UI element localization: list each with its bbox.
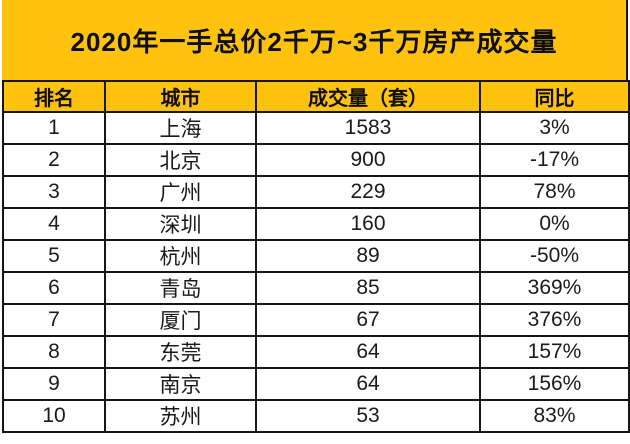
yoy-cell: 157% bbox=[479, 335, 630, 369]
volume-cell: 64 bbox=[255, 367, 481, 401]
yoy-cell: -50% bbox=[479, 239, 630, 273]
rank-cell: 7 bbox=[2, 303, 106, 337]
city-cell: 广州 bbox=[104, 175, 257, 209]
yoy-cell: 376% bbox=[479, 303, 630, 337]
yoy-cell: 0% bbox=[479, 207, 630, 241]
table-row: 8 东莞 64 157% bbox=[2, 335, 630, 369]
table-row: 5 杭州 89 -50% bbox=[2, 239, 630, 273]
city-cell: 深圳 bbox=[104, 207, 257, 241]
rank-cell: 2 bbox=[2, 143, 106, 177]
yoy-cell: 156% bbox=[479, 367, 630, 401]
rank-cell: 3 bbox=[2, 175, 106, 209]
city-cell: 北京 bbox=[104, 143, 257, 177]
header-cell-rank: 排名 bbox=[2, 80, 106, 113]
rank-cell: 8 bbox=[2, 335, 106, 369]
volume-cell: 85 bbox=[255, 271, 481, 305]
city-cell: 南京 bbox=[104, 367, 257, 401]
header-cell-city: 城市 bbox=[104, 80, 257, 113]
table-row: 7 厦门 67 376% bbox=[2, 303, 630, 337]
city-cell: 杭州 bbox=[104, 239, 257, 273]
volume-cell: 160 bbox=[255, 207, 481, 241]
rank-cell: 9 bbox=[2, 367, 106, 401]
city-cell: 东莞 bbox=[104, 335, 257, 369]
volume-cell: 67 bbox=[255, 303, 481, 337]
yoy-cell: 78% bbox=[479, 175, 630, 209]
yoy-cell: 369% bbox=[479, 271, 630, 305]
table-row: 9 南京 64 156% bbox=[2, 367, 630, 401]
table-body: 1 上海 1583 3% 2 北京 900 -17% 3 广州 229 78% … bbox=[2, 111, 630, 433]
rank-cell: 6 bbox=[2, 271, 106, 305]
city-cell: 青岛 bbox=[104, 271, 257, 305]
table-row: 3 广州 229 78% bbox=[2, 175, 630, 209]
volume-cell: 53 bbox=[255, 399, 481, 433]
rank-cell: 5 bbox=[2, 239, 106, 273]
rank-cell: 10 bbox=[2, 399, 106, 433]
volume-cell: 64 bbox=[255, 335, 481, 369]
rank-cell: 1 bbox=[2, 111, 106, 145]
table-header-row: 排名 城市 成交量（套） 同比 bbox=[2, 80, 630, 113]
city-cell: 上海 bbox=[104, 111, 257, 145]
rank-cell: 4 bbox=[2, 207, 106, 241]
table-row: 2 北京 900 -17% bbox=[2, 143, 630, 177]
city-cell: 苏州 bbox=[104, 399, 257, 433]
title-banner: 2020年一手总价2千万~3千万房产成交量 bbox=[2, 0, 628, 80]
volume-cell: 229 bbox=[255, 175, 481, 209]
table-row: 10 苏州 53 83% bbox=[2, 399, 630, 433]
table-row: 6 青岛 85 369% bbox=[2, 271, 630, 305]
volume-cell: 1583 bbox=[255, 111, 481, 145]
header-cell-yoy: 同比 bbox=[479, 80, 630, 113]
header-cell-volume: 成交量（套） bbox=[255, 80, 481, 113]
sales-table: 排名 城市 成交量（套） 同比 1 上海 1583 3% 2 北京 900 -1… bbox=[2, 80, 630, 433]
table-row: 4 深圳 160 0% bbox=[2, 207, 630, 241]
yoy-cell: -17% bbox=[479, 143, 630, 177]
page-title: 2020年一手总价2千万~3千万房产成交量 bbox=[70, 26, 558, 57]
table-row: 1 上海 1583 3% bbox=[2, 111, 630, 145]
yoy-cell: 3% bbox=[479, 111, 630, 145]
city-cell: 厦门 bbox=[104, 303, 257, 337]
volume-cell: 900 bbox=[255, 143, 481, 177]
yoy-cell: 83% bbox=[479, 399, 630, 433]
volume-cell: 89 bbox=[255, 239, 481, 273]
